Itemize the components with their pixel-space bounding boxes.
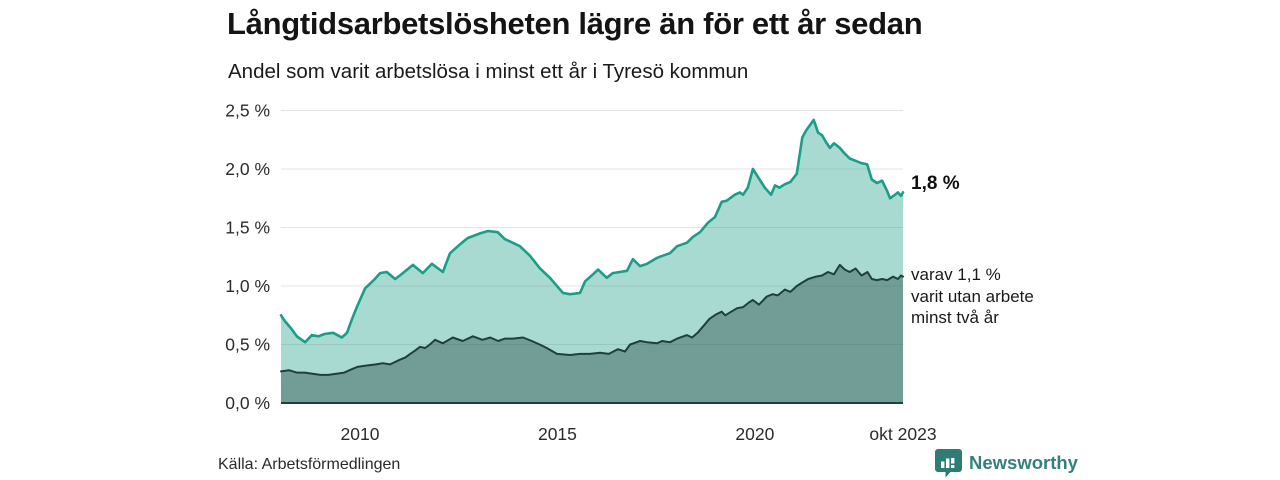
page-title: Långtidsarbetslösheten lägre än för ett …: [227, 6, 923, 41]
brand-name: Newsworthy: [969, 452, 1078, 473]
series-annotation-note: varav 1,1 % varit utan arbete minst två …: [911, 265, 1034, 327]
bar-chart-pin-icon: [935, 449, 962, 478]
y-tick-label: 0,0 %: [225, 393, 270, 413]
y-tick-label: 0,5 %: [225, 335, 270, 355]
series-area-1: [281, 264, 903, 403]
series-line-1: [280, 263, 904, 376]
series-line-0: [279, 118, 905, 344]
x-tick-label: 2015: [538, 424, 577, 444]
y-tick-label: 1,0 %: [225, 276, 270, 296]
x-tick-label: 2020: [735, 424, 774, 444]
x-tick-label: okt 2023: [869, 424, 936, 444]
y-tick-label: 1,5 %: [225, 218, 270, 238]
source-note: Källa: Arbetsförmedlingen: [218, 456, 401, 473]
chart-subtitle: Andel som varit arbetslösa i minst ett å…: [228, 60, 749, 83]
y-tick-label: 2,5 %: [225, 101, 270, 121]
series-area-0: [281, 119, 903, 404]
series-end-value-label: 1,8 %: [911, 173, 960, 194]
y-tick-label: 2,0 %: [225, 159, 270, 179]
x-tick-label: 2010: [341, 424, 380, 444]
brand-footer: Newsworthy: [935, 448, 1078, 478]
